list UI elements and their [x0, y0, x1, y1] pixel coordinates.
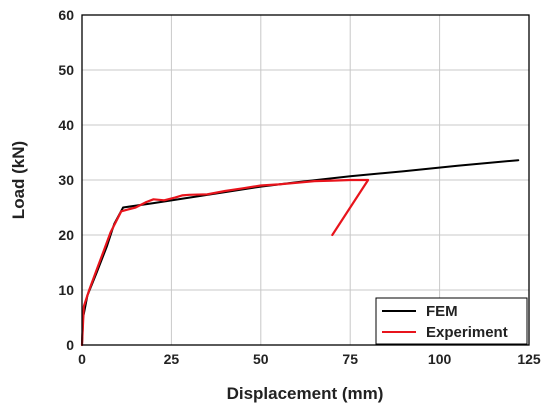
- y-tick-label: 20: [58, 227, 74, 243]
- y-tick-label: 40: [58, 117, 74, 133]
- y-tick-label: 30: [58, 172, 74, 188]
- y-tick-label: 60: [58, 7, 74, 23]
- y-tick-label: 0: [66, 337, 74, 353]
- x-tick-label: 0: [78, 351, 86, 367]
- y-axis-title: Load (kN): [9, 141, 28, 219]
- x-tick-label: 50: [253, 351, 269, 367]
- tick-labels: 0 25 50 75 100 125 0 10 20 30 40 50 60: [58, 7, 540, 367]
- legend-box: [375, 297, 528, 345]
- x-tick-label: 25: [164, 351, 180, 367]
- x-axis-title: Displacement (mm): [227, 384, 384, 403]
- x-tick-label: 75: [342, 351, 358, 367]
- legend-label-fem: FEM: [426, 303, 458, 320]
- series-layer: [80, 159, 520, 347]
- plot-frame: [81, 14, 530, 346]
- legend: FEM Experiment: [375, 297, 528, 345]
- x-tick-label: 125: [517, 351, 541, 367]
- y-tick-label: 10: [58, 282, 74, 298]
- x-tick-label: 100: [428, 351, 452, 367]
- grid: [82, 15, 529, 345]
- legend-label-experiment: Experiment: [426, 324, 508, 341]
- series-line-experiment: [80, 178, 370, 347]
- y-tick-label: 50: [58, 62, 74, 78]
